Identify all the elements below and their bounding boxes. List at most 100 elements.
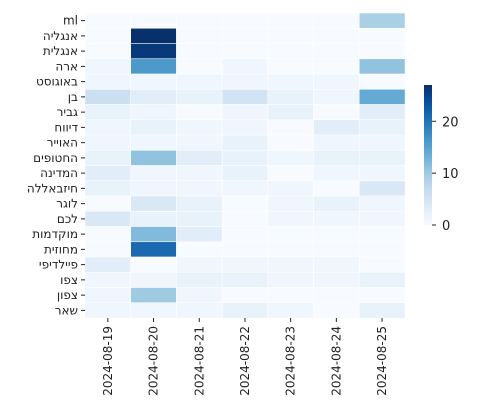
heatmap-cell — [176, 149, 223, 166]
heatmap-cell — [176, 88, 223, 105]
heatmap-cell — [176, 195, 223, 212]
heatmap-cell — [130, 256, 177, 273]
heatmap-cell — [267, 165, 314, 182]
heatmap-cell — [313, 302, 360, 319]
heatmap-cell — [267, 43, 314, 60]
heatmap-cell — [130, 226, 177, 243]
heatmap-cell — [358, 241, 406, 258]
heatmap-cell — [358, 226, 406, 243]
heatmap-cell — [221, 43, 269, 60]
heatmap-cell — [130, 302, 177, 319]
heatmap-cell — [313, 195, 360, 212]
y-tick-label: באוגוסט — [36, 75, 78, 89]
y-tick-label: צפון — [57, 288, 78, 302]
x-tick-label: 2024-08-23 — [284, 326, 298, 396]
heatmap-cell — [267, 226, 314, 243]
colorbar-tick-label: 10 — [442, 167, 459, 182]
heatmap-cell — [313, 165, 360, 182]
heatmap-cell — [176, 302, 223, 319]
heatmap-cell — [176, 287, 223, 304]
heatmap-cell — [84, 210, 132, 227]
heatmap-cell — [130, 73, 177, 90]
heatmap-cell — [358, 104, 406, 121]
heatmap-cell — [84, 180, 132, 197]
y-tick-label: ארה — [55, 59, 78, 73]
heatmap-cell — [221, 73, 269, 90]
heatmap-cell — [84, 12, 132, 29]
heatmap-cell — [130, 104, 177, 121]
heatmap-cell — [267, 302, 314, 319]
heatmap-cell — [267, 119, 314, 136]
heatmap-cell — [221, 27, 269, 44]
heatmap-cell — [176, 27, 223, 44]
heatmap-cell — [176, 12, 223, 29]
heatmap-cell — [84, 302, 132, 319]
y-tick-label: שאר — [55, 303, 78, 317]
heatmap-cell — [267, 134, 314, 151]
heatmap-cell — [313, 180, 360, 197]
heatmap-cell — [358, 165, 406, 182]
heatmap-cell — [221, 271, 269, 288]
heatmap-cell — [313, 149, 360, 166]
heatmap-cell — [313, 73, 360, 90]
y-tick-label: בן — [68, 90, 78, 104]
heatmap-cell — [267, 73, 314, 90]
heatmap-cell — [130, 12, 177, 29]
heatmap-cell — [176, 256, 223, 273]
heatmap-cell — [221, 241, 269, 258]
heatmap-cell — [313, 287, 360, 304]
heatmap-cell — [84, 88, 132, 105]
heatmap-cell — [84, 27, 132, 44]
heatmap-cell — [84, 104, 132, 121]
heatmap-cell — [84, 134, 132, 151]
y-tick-label: מוקדמות — [32, 227, 78, 241]
colorbar: 0 10 20 — [424, 85, 459, 234]
heatmap-cell — [130, 241, 177, 258]
heatmap-cell — [358, 73, 406, 90]
heatmap-cell — [176, 73, 223, 90]
colorbar-gradient — [424, 85, 432, 225]
heatmap-cell — [130, 27, 177, 44]
heatmap-cell — [84, 58, 132, 75]
heatmap-cell — [84, 43, 132, 60]
heatmap-cell — [221, 180, 269, 197]
heatmap-cell — [130, 180, 177, 197]
heatmap-cell — [358, 271, 406, 288]
x-tick-label: 2024-08-21 — [192, 326, 206, 396]
heatmap-cell — [221, 195, 269, 212]
heatmap-cell — [84, 119, 132, 136]
heatmap-cell — [84, 226, 132, 243]
heatmap-cell — [358, 27, 406, 44]
heatmap-cell — [313, 58, 360, 75]
heatmap-cell — [358, 58, 406, 75]
heatmap-cell — [313, 226, 360, 243]
heatmap-cell — [176, 104, 223, 121]
heatmap-cell — [176, 43, 223, 60]
heatmap-cell — [84, 271, 132, 288]
heatmap-cell — [221, 88, 269, 105]
heatmap-cell — [358, 43, 406, 60]
heatmap-cell — [267, 88, 314, 105]
heatmap-cell — [84, 241, 132, 258]
heatmap-cell — [313, 241, 360, 258]
heatmap-cell — [84, 73, 132, 90]
x-tick-label: 2024-08-22 — [238, 326, 252, 396]
heatmap-cell — [313, 271, 360, 288]
heatmap-cell — [313, 134, 360, 151]
heatmap-cell — [84, 165, 132, 182]
heatmap-cell — [358, 210, 406, 227]
heatmap-cell — [130, 210, 177, 227]
heatmap-cell — [84, 287, 132, 304]
heatmap-cell — [176, 271, 223, 288]
heatmap-cell — [267, 27, 314, 44]
heatmap-cell — [176, 134, 223, 151]
heatmap-cell — [221, 226, 269, 243]
heatmap-cell — [130, 58, 177, 75]
heatmap-cell — [221, 119, 269, 136]
y-tick-label: אנגליה — [43, 29, 78, 43]
heatmap-cell — [313, 210, 360, 227]
heatmap-cell — [358, 149, 406, 166]
x-tick-label: 2024-08-25 — [375, 326, 389, 396]
heatmap-cell — [84, 195, 132, 212]
